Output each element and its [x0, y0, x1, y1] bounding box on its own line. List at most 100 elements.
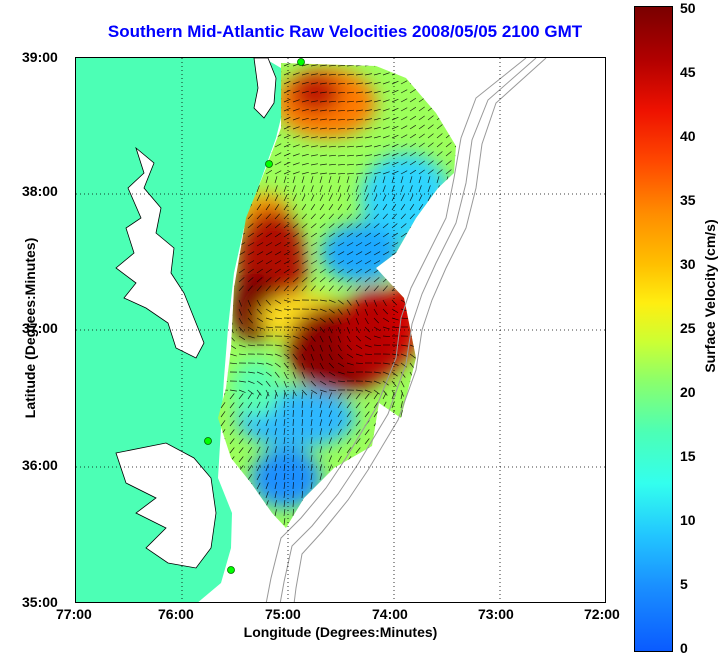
velocity-vector: [436, 371, 441, 379]
velocity-vector: [256, 389, 262, 396]
velocity-vector: [400, 89, 408, 94]
velocity-vector: [292, 371, 296, 379]
velocity-vector: [382, 194, 387, 202]
velocity-vector: [382, 285, 388, 292]
velocity-vector: [373, 326, 381, 331]
velocity-vector: [319, 64, 327, 67]
velocity-vector: [346, 268, 353, 274]
velocity-vector: [400, 143, 408, 148]
velocity-vector: [310, 335, 316, 342]
velocity-vector: [319, 326, 325, 333]
velocity-vector: [436, 527, 439, 528]
velocity-vector: [454, 70, 456, 76]
velocity-vector: [409, 482, 412, 490]
velocity-vector: [382, 392, 387, 400]
velocity-vector: [283, 232, 290, 238]
velocity-vector: [409, 362, 415, 369]
velocity-vector: [409, 437, 412, 445]
velocity-vector: [301, 371, 306, 379]
velocity-vector: [346, 438, 352, 445]
velocity-vector: [292, 353, 298, 360]
velocity-vector: [391, 362, 399, 366]
velocity-vector: [355, 73, 363, 76]
velocity-vector: [256, 317, 264, 322]
velocity-vector: [310, 163, 318, 166]
velocity-vector: [301, 144, 309, 148]
velocity-vector: [409, 251, 417, 256]
velocity-vector: [427, 151, 434, 157]
velocity-vector: [238, 389, 246, 393]
velocity-vector: [400, 401, 403, 409]
velocity-vector: [274, 500, 277, 508]
velocity-vector: [355, 402, 361, 409]
velocity-vector: [364, 163, 372, 166]
velocity-vector: [292, 81, 300, 85]
velocity-vector: [464, 372, 471, 374]
velocity-vector: [292, 335, 300, 339]
velocity-vector: [319, 401, 323, 409]
velocity-vector: [265, 299, 271, 306]
velocity-vector: [436, 380, 443, 387]
velocity-vector: [238, 510, 244, 517]
velocity-vector: [400, 204, 406, 211]
velocity-vector: [283, 80, 291, 85]
velocity-vector: [364, 213, 370, 220]
velocity-vector: [292, 213, 298, 220]
colorbar-tick-0: 0: [680, 640, 688, 656]
velocity-vector: [274, 299, 282, 304]
velocity-vector: [391, 308, 399, 313]
velocity-vector: [364, 127, 372, 130]
velocity-vector: [418, 490, 420, 499]
velocity-vector: [364, 285, 370, 292]
velocity-vector: [265, 277, 272, 283]
velocity-vector: [328, 232, 335, 238]
velocity-vector: [310, 491, 313, 499]
colorbar-tick-10: 10: [680, 512, 696, 528]
velocity-vector: [464, 170, 470, 174]
velocity-vector: [337, 392, 342, 400]
velocity-vector: [355, 118, 363, 121]
velocity-vector: [436, 428, 439, 436]
velocity-vector: [310, 100, 318, 103]
velocity-vector: [319, 163, 327, 166]
velocity-vector: [427, 481, 429, 490]
velocity-vector: [391, 326, 400, 329]
velocity-vector: [409, 115, 417, 121]
velocity-vector: [427, 389, 434, 396]
velocity-vector: [418, 427, 420, 436]
colorbar-tick-25: 25: [680, 320, 696, 336]
velocity-vector: [427, 463, 429, 472]
velocity-vector: [328, 326, 333, 334]
velocity-vector: [427, 326, 435, 330]
velocity-vector: [409, 428, 412, 436]
velocity-vector: [310, 410, 313, 418]
velocity-vector: [355, 242, 363, 247]
velocity-vector: [292, 380, 297, 388]
velocity-vector: [256, 410, 261, 418]
velocity-vector: [247, 465, 253, 472]
velocity-vector: [473, 345, 478, 350]
velocity-vector: [247, 260, 255, 265]
velocity-vector: [292, 526, 294, 528]
velocity-vector: [373, 194, 378, 202]
velocity-vector: [418, 151, 425, 157]
velocity-vector: [247, 299, 252, 307]
y-tick-39: 39:00: [22, 49, 58, 65]
velocity-vector: [328, 473, 333, 481]
velocity-vector: [400, 419, 403, 427]
velocity-vector: [274, 344, 282, 347]
velocity-vector: [274, 353, 282, 357]
velocity-vector: [337, 326, 341, 334]
velocity-vector: [436, 401, 439, 409]
velocity-vector: [464, 345, 468, 351]
velocity-vector: [319, 380, 327, 385]
velocity-vector: [274, 260, 282, 265]
velocity-vector: [292, 436, 294, 445]
velocity-vector: [238, 277, 245, 283]
velocity-vector: [427, 391, 429, 400]
velocity-vector: [301, 213, 307, 220]
velocity-vector: [319, 437, 323, 445]
velocity-vector: [373, 335, 381, 339]
velocity-vector: [319, 371, 326, 378]
velocity-vector: [409, 176, 413, 184]
